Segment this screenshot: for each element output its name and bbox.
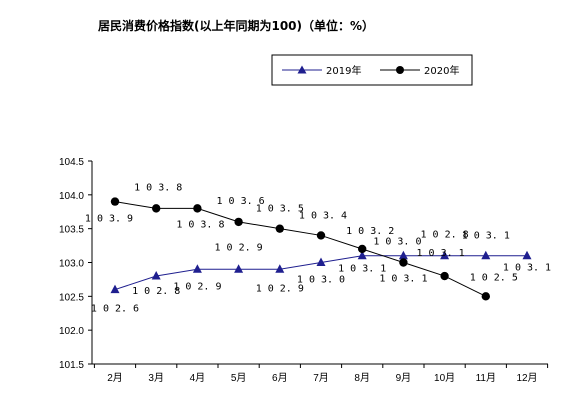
x-tick-label: 4月 xyxy=(190,372,206,384)
series-2020-point xyxy=(275,224,284,233)
data-label-2020: 1 0 3. 8 xyxy=(176,219,224,230)
chart-title: 居民消费价格指数(以上年同期为100)（单位：%） xyxy=(98,18,374,33)
data-label-2019: 1 0 2. 9 xyxy=(173,281,221,292)
series-2020-line xyxy=(114,201,487,297)
x-tick-label: 6月 xyxy=(272,372,288,384)
y-tick-label: 104.0 xyxy=(59,191,84,202)
x-tick-label: 2月 xyxy=(107,372,123,384)
series-2019-point xyxy=(234,264,244,273)
data-label-2020: 1 0 3. 1 xyxy=(417,248,465,259)
data-label-2019: 1 0 3. 0 xyxy=(297,275,345,286)
series-2019-point xyxy=(357,250,367,260)
data-label-2020: 1 0 3. 0 xyxy=(373,237,421,248)
legend-label-2019: 2019年 xyxy=(326,64,361,77)
x-tick-label: 10月 xyxy=(434,372,455,384)
data-label-2020: 1 0 3. 9 xyxy=(85,214,133,225)
data-label-2020: 1 0 2. 5 xyxy=(470,272,518,283)
y-tick-label: 104.5 xyxy=(59,157,84,168)
series-2020-point xyxy=(152,204,161,213)
series-2019-point xyxy=(316,257,326,266)
legend-circle-icon xyxy=(396,66,404,74)
series-2020-point xyxy=(358,244,367,254)
data-label-2020: 1 0 3. 5 xyxy=(256,204,304,215)
data-label-2019: 1 0 3. 1 xyxy=(503,263,551,274)
series-2019-point xyxy=(275,264,285,273)
series-2019-point xyxy=(522,250,532,260)
x-tick-label: 12月 xyxy=(516,372,537,384)
data-label-2020: 1 0 3. 6 xyxy=(217,196,265,207)
plot-area: 1 0 2. 61 0 2. 81 0 2. 91 0 2. 91 0 2. 9… xyxy=(85,182,551,314)
y-tick-label: 103.5 xyxy=(59,225,84,236)
y-tick-label: 101.5 xyxy=(59,360,84,371)
x-tick-label: 7月 xyxy=(313,372,329,384)
data-label-2019: 1 0 2. 9 xyxy=(215,242,263,253)
x-tick-label: 9月 xyxy=(396,372,412,384)
axes: 104.5 104.0 103.5 103.0 102.5 102.0 101.5 2月 3月 4… xyxy=(59,157,549,384)
y-tick-label: 102.0 xyxy=(59,326,84,337)
series-2020-point xyxy=(234,217,243,227)
series-2019-point xyxy=(481,250,491,260)
series-2019-point xyxy=(440,250,450,260)
data-label-2020: 1 0 3. 8 xyxy=(134,182,182,193)
series-2019-point xyxy=(398,250,408,260)
data-label-2020: 1 0 3. 2 xyxy=(346,226,394,237)
data-label-2019: 1 0 3. 1 xyxy=(462,231,510,242)
data-label-2019: 1 0 3. 1 xyxy=(379,274,427,285)
data-label-2019: 1 0 2. 9 xyxy=(256,283,304,294)
series-2020-point xyxy=(316,231,326,240)
y-tick-label: 103.0 xyxy=(59,259,84,270)
series-2020-point xyxy=(110,197,120,206)
series-2019-point xyxy=(151,271,161,280)
data-label-2019: 1 0 2. 8 xyxy=(132,286,180,297)
data-label-2019: 1 0 2. 8 xyxy=(421,230,469,241)
x-tick-label: 11月 xyxy=(476,372,496,384)
x-tick-label: 3月 xyxy=(148,372,164,384)
series-2020-point xyxy=(481,292,490,301)
series-2020-point xyxy=(193,204,202,213)
x-tick-label: 5月 xyxy=(231,372,247,384)
legend: 2019年 2020年 xyxy=(271,54,473,86)
data-label-2019: 1 0 2. 6 xyxy=(91,304,139,315)
data-label-2020: 1 0 3. 4 xyxy=(299,210,347,221)
x-tick-label: 8月 xyxy=(354,372,370,384)
series-2019-point xyxy=(192,264,202,273)
series-2020-point xyxy=(399,258,408,267)
legend-label-2020: 2020年 xyxy=(424,64,459,77)
series-2019-point xyxy=(110,284,120,294)
y-tick-label: 102.5 xyxy=(59,292,84,303)
series-2020-point xyxy=(440,271,449,281)
data-label-2019: 1 0 3. 1 xyxy=(338,264,386,275)
legend-triangle-icon xyxy=(297,65,307,74)
